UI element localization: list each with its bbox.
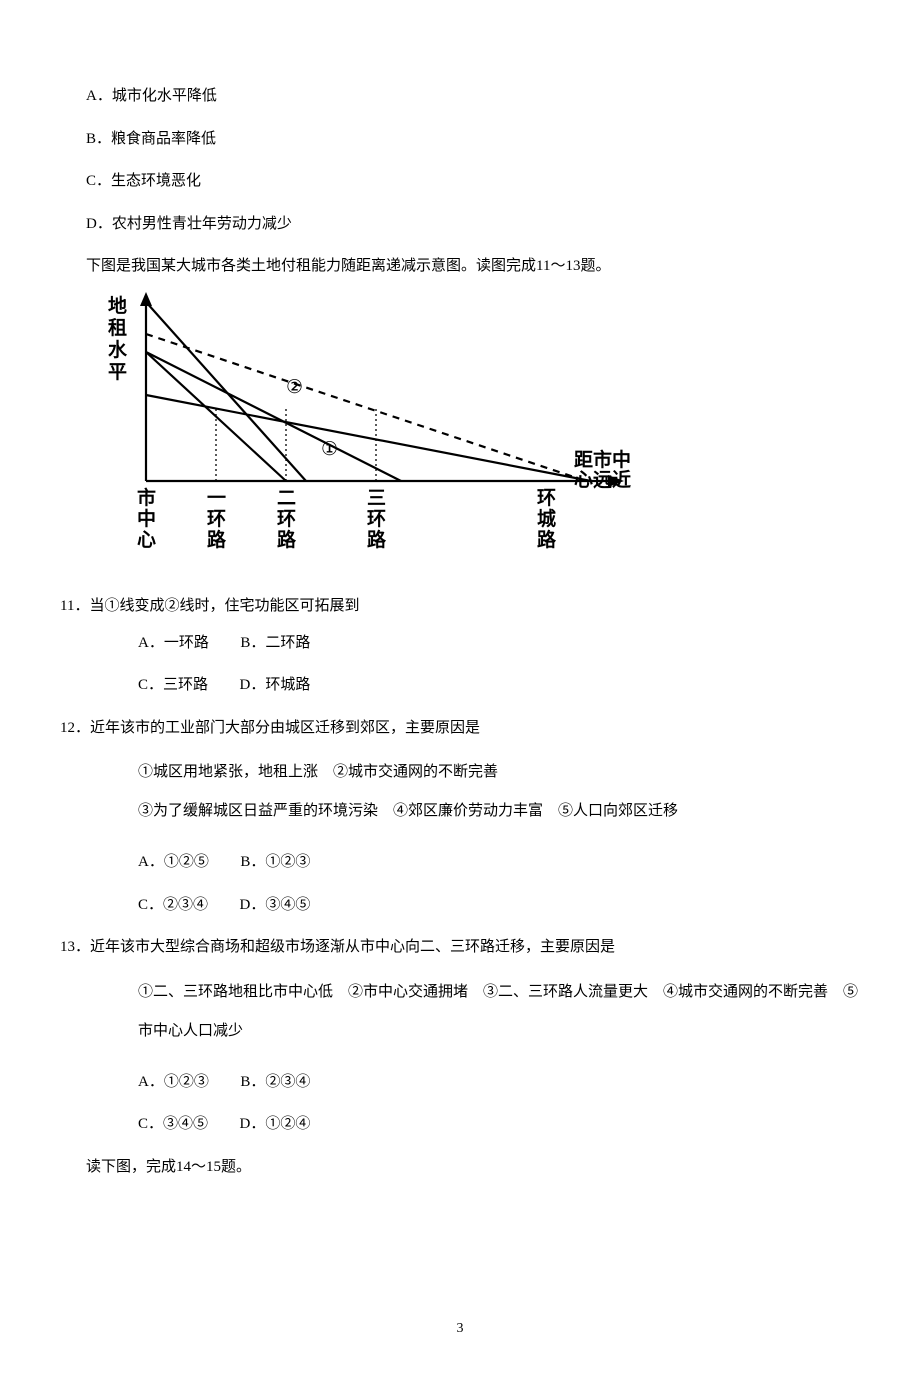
- svg-text:二: 二: [277, 488, 296, 509]
- q11-a: A．一环路: [138, 635, 209, 651]
- q11-text: 11．当①线变成②线时，住宅功能区可拓展到: [60, 595, 860, 618]
- svg-text:路: 路: [367, 528, 387, 551]
- svg-text:路: 路: [537, 528, 557, 551]
- q11-row2: C．三环路 D．环城路: [138, 674, 860, 697]
- q11-row1: A．一环路 B．二环路: [138, 632, 860, 655]
- svg-text:环: 环: [277, 509, 296, 530]
- q12-stmts: ①城区用地紧张，地租上涨 ②城市交通网的不断完善③为了缓解城区日益严重的环境污染…: [138, 753, 860, 831]
- q12-row2: C．②③④ D．③④⑤: [138, 894, 860, 917]
- svg-text:环: 环: [537, 488, 556, 509]
- svg-text:三: 三: [367, 488, 386, 509]
- svg-text:环: 环: [207, 509, 226, 530]
- svg-text:一: 一: [207, 488, 226, 509]
- q13-b: B．②③④: [240, 1074, 310, 1090]
- svg-text:中: 中: [137, 507, 156, 530]
- svg-text:心: 心: [137, 529, 156, 551]
- prev-option-b: B．粮食商品率降低: [86, 128, 860, 151]
- svg-text:城: 城: [537, 507, 556, 530]
- q12-b: B．①②③: [240, 854, 310, 870]
- svg-text:地: 地: [108, 294, 127, 317]
- prev-option-c: C．生态环境恶化: [86, 170, 860, 193]
- svg-text:水: 水: [108, 339, 128, 361]
- prev-option-d: D．农村男性青壮年劳动力减少: [86, 213, 860, 236]
- svg-text:路: 路: [207, 528, 227, 551]
- q13-d: D．①②④: [240, 1116, 311, 1132]
- rent-distance-chart: 地租水平距市中心远近①②市中心一环路二环路三环路环城路: [86, 292, 860, 576]
- svg-text:路: 路: [277, 528, 297, 551]
- svg-text:租: 租: [108, 317, 127, 339]
- q12-text: 12．近年该市的工业部门大部分由城区迁移到郊区，主要原因是: [60, 717, 860, 740]
- q12-d: D．③④⑤: [240, 897, 311, 913]
- q11-c: C．三环路: [138, 677, 208, 693]
- q11-b: B．二环路: [240, 635, 310, 651]
- svg-text:①: ①: [321, 439, 338, 460]
- q13-stmts: ①二、三环路地租比市中心低 ②市中心交通拥堵 ③二、三环路人流量更大 ④城市交通…: [138, 973, 860, 1051]
- svg-text:②: ②: [286, 377, 303, 398]
- svg-text:距市中: 距市中: [574, 448, 631, 471]
- svg-text:环: 环: [367, 509, 386, 530]
- svg-text:市: 市: [137, 486, 156, 509]
- q13-text: 13．近年该市大型综合商场和超级市场逐渐从市中心向二、三环路迁移，主要原因是: [60, 936, 860, 959]
- q13-a: A．①②③: [138, 1074, 209, 1090]
- prev-option-a: A．城市化水平降低: [86, 85, 860, 108]
- q11-d: D．环城路: [240, 677, 311, 693]
- q12-c: C．②③④: [138, 897, 208, 913]
- intro-11-13: 下图是我国某大城市各类土地付租能力随距离递减示意图。读图完成11～13题。: [86, 255, 860, 278]
- q12-a: A．①②⑤: [138, 854, 209, 870]
- q13-row1: A．①②③ B．②③④: [138, 1071, 860, 1094]
- q13-c: C．③④⑤: [138, 1116, 208, 1132]
- page-number: 3: [60, 1318, 860, 1339]
- intro-14-15: 读下图，完成14～15题。: [86, 1156, 860, 1179]
- q12-row1: A．①②⑤ B．①②③: [138, 851, 860, 874]
- q13-row2: C．③④⑤ D．①②④: [138, 1113, 860, 1136]
- svg-text:平: 平: [108, 362, 127, 383]
